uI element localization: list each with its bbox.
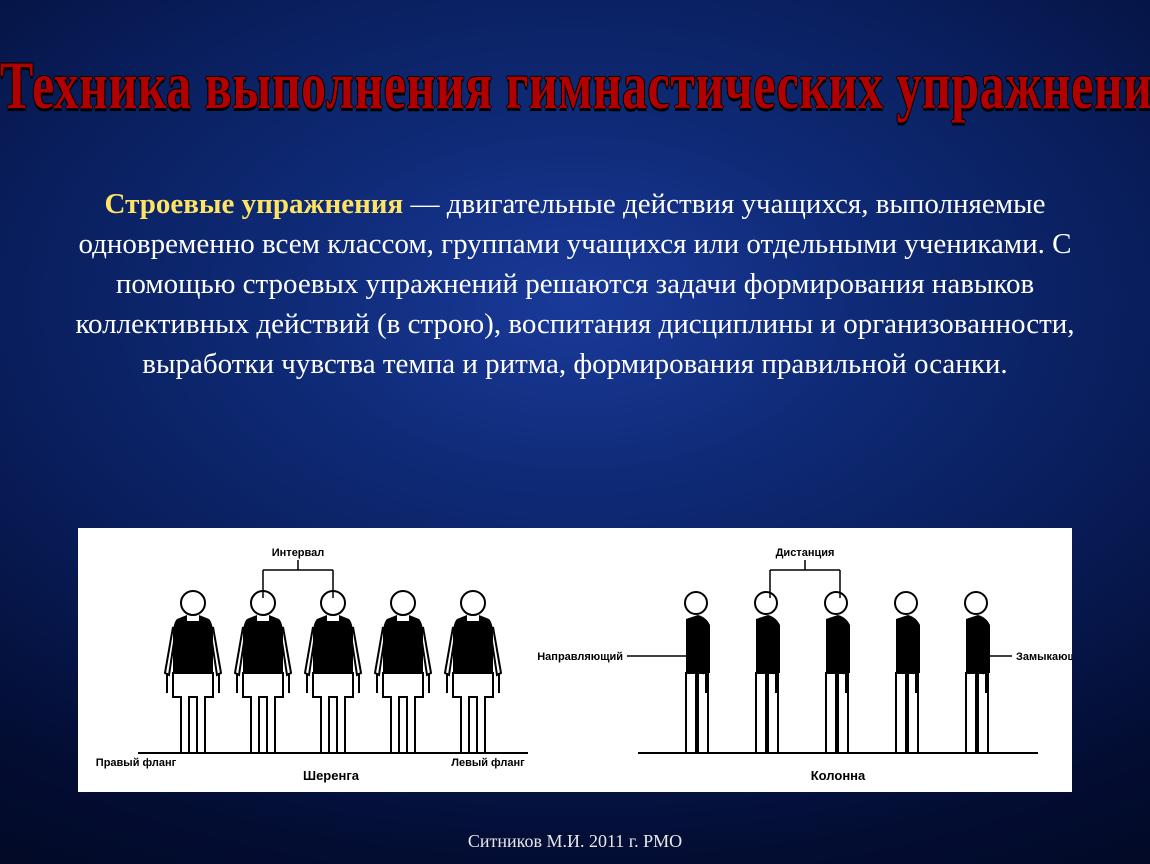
svg-text:Правый фланг: Правый фланг xyxy=(96,757,177,769)
svg-text:Левый фланг: Левый фланг xyxy=(451,757,525,769)
svg-text:Замыкающий: Замыкающий xyxy=(1016,651,1072,663)
formation-diagram: Шеренга Интервал Правый фланг Левый фланг Ко… xyxy=(78,528,1072,792)
svg-text:Шеренга: Шеренга xyxy=(303,768,360,783)
lead-term: Строевые упражнения xyxy=(105,188,404,220)
svg-text:Интервал: Интервал xyxy=(272,547,325,559)
slide-footer: Ситников М.И. 2011 г. РМО xyxy=(0,831,1150,852)
svg-text:Дистанция: Дистанция xyxy=(776,547,835,559)
slide-body: Строевые упражнения — двигательные дейст… xyxy=(40,184,1110,384)
svg-text:Направляющий: Направляющий xyxy=(537,651,623,663)
slide-title: Техника выполнения гимнастических упражн… xyxy=(0,46,1150,124)
slide: Техника выполнения гимнастических упражн… xyxy=(0,0,1150,864)
svg-text:Колонна: Колонна xyxy=(811,768,866,783)
